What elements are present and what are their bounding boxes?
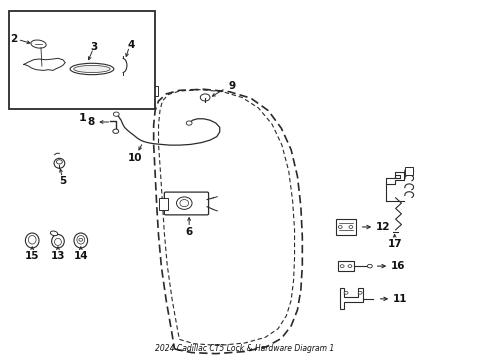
Bar (159, 198, 168, 210)
Text: 14: 14 (74, 251, 88, 261)
Text: 6: 6 (186, 226, 193, 237)
Circle shape (338, 226, 342, 228)
Ellipse shape (50, 231, 58, 236)
Text: 16: 16 (391, 261, 405, 271)
Text: 4: 4 (127, 40, 135, 50)
Circle shape (340, 265, 344, 267)
Text: 10: 10 (128, 153, 143, 163)
Ellipse shape (70, 63, 114, 75)
Bar (9, 11, 155, 109)
Circle shape (113, 112, 119, 116)
Circle shape (113, 129, 119, 134)
Text: 8: 8 (87, 117, 95, 127)
Circle shape (200, 94, 210, 101)
Ellipse shape (176, 197, 192, 210)
Text: 13: 13 (50, 251, 65, 261)
Circle shape (344, 291, 348, 294)
Text: 15: 15 (25, 251, 40, 261)
Circle shape (348, 265, 352, 267)
Bar (338, 261, 354, 271)
Circle shape (358, 291, 362, 294)
Text: 3: 3 (91, 41, 98, 51)
Circle shape (186, 121, 192, 125)
Text: 1: 1 (78, 113, 86, 123)
Ellipse shape (25, 233, 39, 248)
Ellipse shape (31, 40, 46, 48)
Ellipse shape (54, 238, 61, 246)
Text: 9: 9 (228, 81, 236, 91)
Text: 7: 7 (110, 56, 118, 66)
Bar (405, 167, 413, 175)
Text: 12: 12 (376, 222, 391, 232)
Ellipse shape (74, 233, 88, 248)
Circle shape (56, 160, 62, 164)
Bar (336, 219, 356, 235)
Ellipse shape (77, 235, 85, 244)
Ellipse shape (54, 158, 65, 168)
Ellipse shape (74, 66, 110, 72)
Ellipse shape (28, 235, 36, 244)
Text: 2: 2 (11, 35, 18, 44)
FancyBboxPatch shape (109, 74, 153, 105)
Polygon shape (340, 288, 363, 309)
Circle shape (79, 238, 83, 241)
Text: 2024 Cadillac CT5 Lock & Hardware Diagram 1: 2024 Cadillac CT5 Lock & Hardware Diagra… (155, 343, 335, 352)
Polygon shape (123, 70, 136, 76)
Circle shape (368, 264, 372, 268)
Text: 5: 5 (59, 176, 66, 186)
Text: 17: 17 (387, 239, 402, 249)
Text: 11: 11 (393, 294, 408, 304)
Ellipse shape (180, 199, 189, 207)
FancyBboxPatch shape (164, 192, 209, 215)
Ellipse shape (51, 234, 64, 248)
Circle shape (349, 226, 353, 228)
Polygon shape (148, 86, 158, 96)
